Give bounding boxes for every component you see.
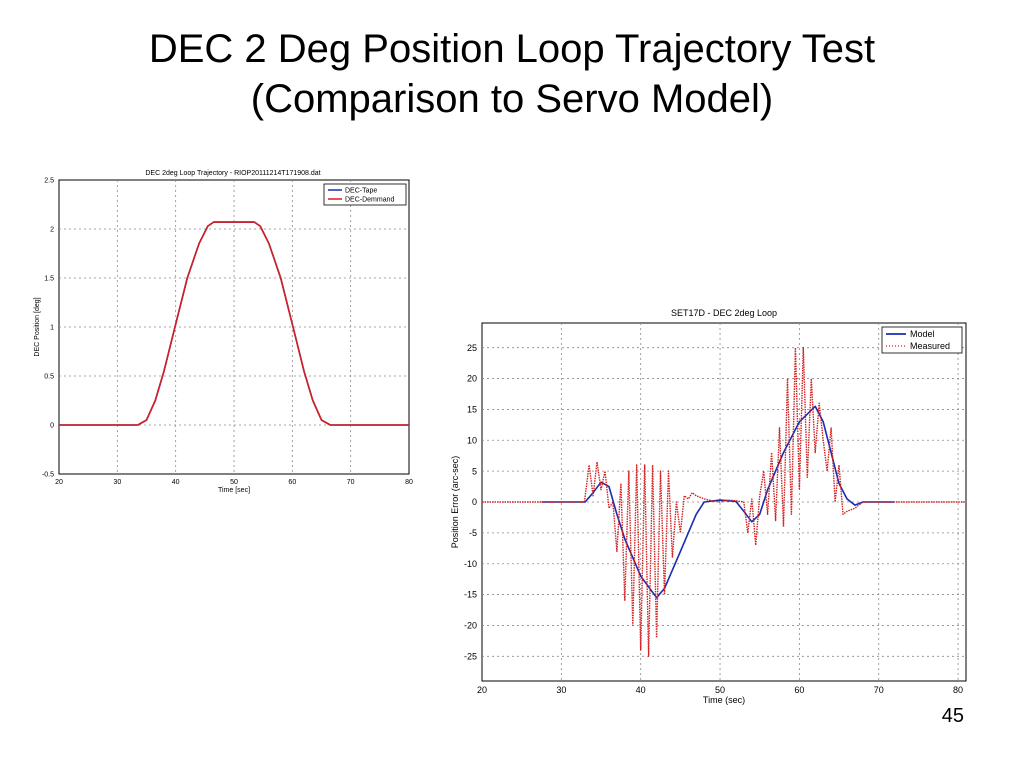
x-tick-label: 60 bbox=[288, 479, 296, 486]
x-tick-label: 20 bbox=[477, 685, 487, 695]
x-tick-label: 50 bbox=[230, 479, 238, 486]
y-tick-label: 5 bbox=[472, 466, 477, 476]
x-tick-label: 70 bbox=[874, 685, 884, 695]
legend: Model Measured bbox=[881, 326, 963, 354]
legend-label-measured: Measured bbox=[910, 341, 950, 351]
x-tick-label: 70 bbox=[347, 479, 355, 486]
chart-title: DEC 2deg Loop Trajectory - RIOP20111214T… bbox=[145, 170, 320, 177]
y-tick-label: -0.5 bbox=[42, 471, 54, 478]
x-axis-label: Time (sec) bbox=[703, 695, 745, 705]
tick-labels: 20 30 40 50 60 70 80 -25 -20 -15 -10 -5 0 5 10 15 20 25 bbox=[464, 343, 963, 695]
legend-box bbox=[323, 183, 407, 206]
y-tick-label: 1.5 bbox=[44, 275, 54, 282]
y-tick-label: 1 bbox=[50, 324, 54, 331]
x-tick-label: 30 bbox=[556, 685, 566, 695]
y-tick-label: 25 bbox=[467, 343, 477, 353]
x-tick-label: 30 bbox=[113, 479, 121, 486]
y-tick-label: -15 bbox=[464, 590, 477, 600]
y-axis-label: Position Error (arc-sec) bbox=[450, 456, 460, 549]
y-tick-label: 20 bbox=[467, 374, 477, 384]
x-tick-label: 50 bbox=[715, 685, 725, 695]
y-tick-label: 0 bbox=[472, 497, 477, 507]
trajectory-chart: DEC 2deg Loop Trajectory - RIOP20111214T… bbox=[34, 170, 413, 494]
y-tick-label: -10 bbox=[464, 559, 477, 569]
slide-title-line-1: DEC 2 Deg Position Loop Trajectory Test bbox=[148, 27, 876, 71]
series-lines bbox=[59, 221, 409, 426]
x-tick-label: 40 bbox=[172, 479, 180, 486]
x-tick-label: 80 bbox=[953, 685, 963, 695]
chart-title: SET17D - DEC 2deg Loop bbox=[671, 308, 777, 318]
y-tick-label: 0.5 bbox=[44, 373, 54, 380]
y-axis-label: DEC Position [deg] bbox=[34, 297, 41, 356]
series-lines bbox=[482, 347, 966, 657]
legend-label-dec-demmand: DEC-Demmand bbox=[345, 197, 395, 204]
position-error-chart: SET17D - DEC 2deg Loop 20 30 40 50 60 70 80-25… bbox=[450, 308, 967, 705]
y-tick-label: -25 bbox=[464, 651, 477, 661]
y-tick-label: -5 bbox=[469, 528, 477, 538]
slide-title-line-2: (Comparison to Servo Model) bbox=[250, 77, 774, 121]
series-line-dec-demmand bbox=[59, 221, 409, 426]
x-tick-label: 20 bbox=[55, 479, 63, 486]
x-tick-label: 80 bbox=[405, 479, 413, 486]
y-tick-label: 2.5 bbox=[44, 177, 54, 184]
legend-label-dec-tape: DEC-Tape bbox=[345, 188, 377, 195]
y-tick-label: 15 bbox=[467, 405, 477, 415]
x-axis-label: Time [sec] bbox=[218, 487, 250, 494]
y-tick-label: 0 bbox=[50, 422, 54, 429]
legend-box bbox=[881, 326, 963, 354]
y-tick-label: -20 bbox=[464, 621, 477, 631]
page-number: 45 bbox=[941, 705, 964, 727]
tick-labels: 20 30 40 50 60 70 80 -0.5 0 0.5 1 1.5 2 2.5 bbox=[42, 177, 413, 486]
x-tick-label: 40 bbox=[636, 685, 646, 695]
y-tick-label: 10 bbox=[467, 435, 477, 445]
y-tick-label: 2 bbox=[50, 226, 54, 233]
legend-label-model: Model bbox=[910, 329, 935, 339]
legend: DEC-Tape DEC-Demmand bbox=[323, 183, 407, 206]
slide-title: DEC 2 Deg Position Loop Trajectory Test … bbox=[0, 24, 1024, 124]
x-tick-label: 60 bbox=[794, 685, 804, 695]
series-line-measured bbox=[482, 347, 966, 657]
